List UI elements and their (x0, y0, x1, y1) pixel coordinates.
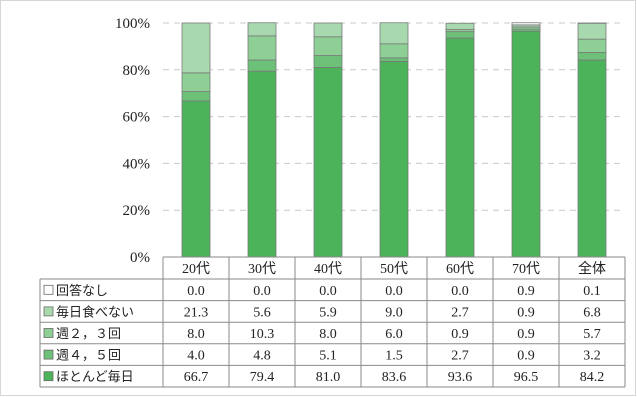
bar-segment (247, 35, 277, 61)
data-cell: 96.5 (514, 370, 539, 385)
data-cell: 5.6 (253, 305, 271, 320)
bar-segment (577, 59, 607, 258)
data-cell: 0.9 (451, 327, 469, 342)
series-label: 毎日食べない (56, 304, 134, 319)
data-cell: 6.0 (385, 327, 403, 342)
y-tick-label: 80% (123, 63, 151, 79)
bar-segment (379, 43, 409, 59)
category-label: 40代 (314, 261, 342, 277)
data-cell: 81.0 (316, 370, 341, 385)
bar-segment (313, 22, 343, 38)
data-cell: 1.5 (385, 349, 403, 364)
bar-segment (181, 72, 211, 92)
data-cell: 66.7 (184, 370, 209, 385)
data-cell: 5.1 (319, 349, 337, 364)
bar-segment (313, 67, 343, 258)
y-tick-label: 60% (123, 110, 151, 126)
bar-segment (577, 38, 607, 53)
data-cell: 0.9 (517, 305, 535, 320)
bar-segment (313, 55, 343, 68)
category-label: 50代 (380, 261, 408, 277)
data-cell: 0.9 (517, 327, 535, 342)
data-cell: 0.0 (319, 284, 337, 299)
bar-segment (379, 60, 409, 258)
data-cell: 0.9 (517, 349, 535, 364)
data-cell: 0.0 (385, 284, 403, 299)
bar-segment (445, 31, 475, 39)
legend-swatch (43, 306, 54, 317)
legend-swatch (43, 284, 54, 295)
data-cell: 21.3 (184, 305, 209, 320)
bar-segment (247, 22, 277, 37)
legend-swatch (43, 349, 54, 360)
data-cell: 5.9 (319, 305, 337, 320)
data-cell: 84.2 (580, 370, 605, 385)
y-tick-label: 40% (123, 156, 151, 172)
data-cell: 8.0 (319, 327, 337, 342)
data-cell: 2.7 (451, 349, 469, 364)
series-label: ほとんど毎日 (56, 369, 134, 384)
data-cell: 0.0 (451, 284, 469, 299)
data-cell: 5.7 (583, 327, 601, 342)
data-cell: 0.9 (517, 284, 535, 299)
category-label: 全体 (578, 260, 606, 277)
bar-segment (445, 22, 475, 30)
bar-segment (577, 22, 607, 40)
legend-swatch (43, 328, 54, 338)
category-label: 30代 (248, 261, 276, 277)
bar-segment (379, 57, 409, 62)
y-tick-label: 100% (115, 16, 150, 32)
data-cell: 6.8 (583, 305, 601, 320)
data-cell: 79.4 (250, 370, 275, 385)
data-cell: 9.0 (385, 305, 403, 320)
bar-segment (247, 59, 277, 72)
data-cell: 0.1 (583, 284, 601, 299)
bar-segment (247, 70, 277, 258)
data-cell: 83.6 (382, 370, 407, 385)
data-cell: 0.0 (187, 284, 205, 299)
data-cell: 4.8 (253, 349, 271, 364)
data-cell: 3.2 (583, 349, 601, 364)
category-label: 20代 (182, 261, 210, 277)
series-label: 週４，５回 (56, 348, 121, 363)
bar-segment (181, 91, 211, 102)
y-tick-label: 20% (123, 203, 151, 219)
bar-segment (577, 52, 607, 61)
legend-swatch (43, 371, 54, 382)
category-label: 70代 (512, 261, 540, 277)
data-cell: 0.0 (253, 284, 271, 299)
data-cell: 2.7 (451, 305, 469, 320)
category-label: 60代 (446, 261, 474, 277)
data-cell: 10.3 (250, 327, 275, 342)
data-cell: 4.0 (187, 349, 205, 364)
data-cell: 8.0 (187, 327, 205, 342)
data-cell: 93.6 (448, 370, 473, 385)
series-label: 回答なし (56, 283, 108, 298)
bar-segment (313, 36, 343, 56)
bar-segment (379, 22, 409, 45)
bar-segment (445, 37, 475, 258)
bar-segment (511, 30, 541, 258)
bar-segment (181, 100, 211, 258)
y-tick-label: 0% (130, 250, 150, 266)
bar-segment (181, 22, 211, 74)
bar-segment (511, 22, 541, 26)
series-label: 週２，３回 (56, 326, 121, 341)
